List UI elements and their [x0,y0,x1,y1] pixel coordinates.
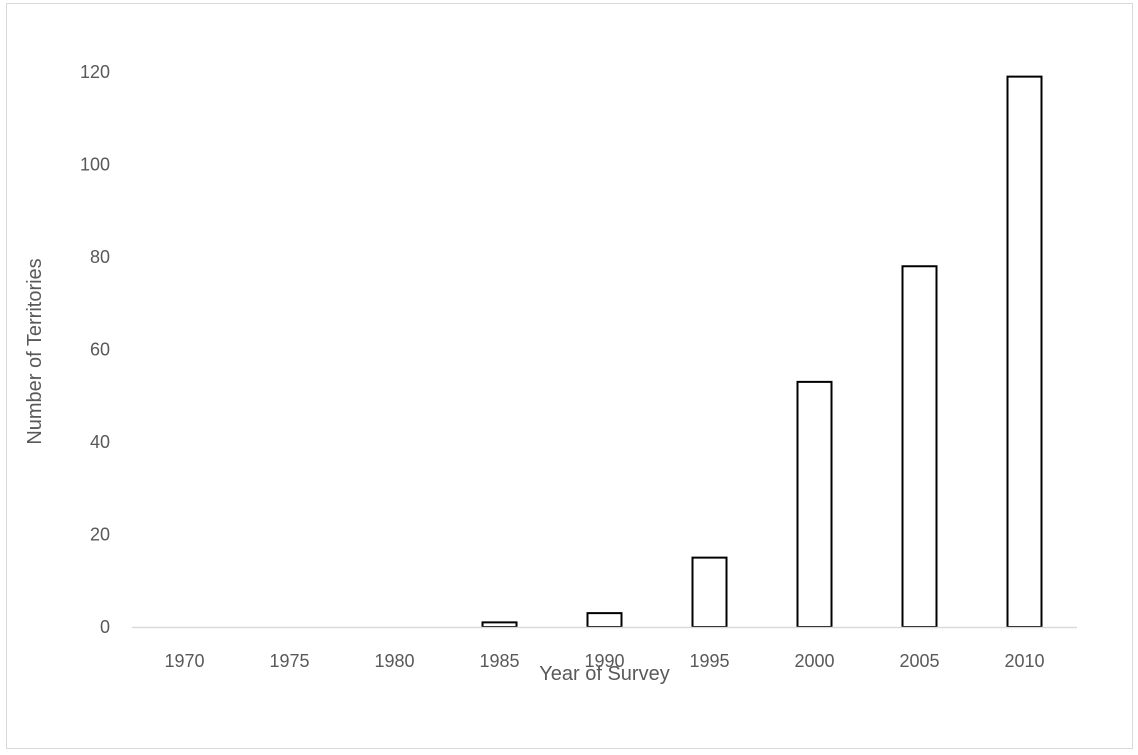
y-axis-tick-labels: 0 20 40 60 80 100 120 [80,62,110,637]
bar-1990 [586,612,623,628]
x-tick-label: 2010 [1004,651,1044,671]
y-tick-label: 100 [80,155,110,175]
x-tick-label: 1970 [164,651,204,671]
y-tick-label: 60 [90,340,110,360]
bar-2010 [1006,75,1043,628]
y-axis-title: Number of Territories [24,258,46,444]
bar-1985 [481,621,518,628]
bar-1995 [691,556,728,628]
bar-2005 [901,265,938,628]
bar-2000 [796,380,833,628]
x-tick-label: 1980 [374,651,414,671]
x-tick-label: 1985 [479,651,519,671]
x-tick-label: 2005 [899,651,939,671]
bar-series [481,75,1043,628]
x-tick-label: 1990 [584,651,624,671]
x-tick-label: 1995 [689,651,729,671]
x-tick-label: 2000 [794,651,834,671]
y-tick-label: 80 [90,247,110,267]
y-tick-label: 0 [100,617,110,637]
y-tick-label: 40 [90,432,110,452]
y-tick-label: 120 [80,62,110,82]
y-tick-label: 20 [90,525,110,545]
x-axis-tick-labels: 1970 1975 1980 1985 1990 1995 2000 2005 2010 [164,651,1044,671]
chart-frame [6,3,1133,749]
x-axis-title: Year of Survey [539,663,669,685]
x-tick-label: 1975 [269,651,309,671]
